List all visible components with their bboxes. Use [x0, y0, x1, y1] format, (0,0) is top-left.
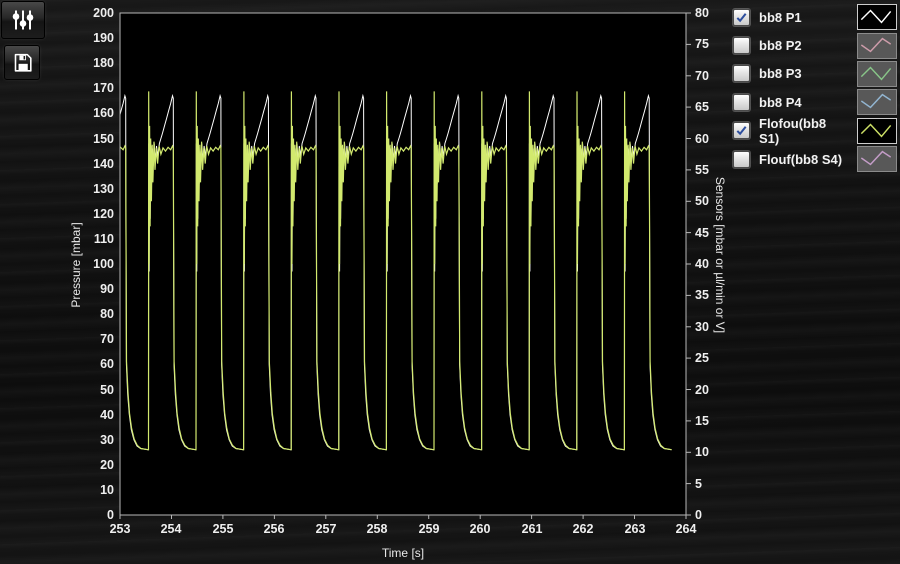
axis-tick-label: 80	[62, 306, 114, 322]
zigzag-line-icon	[858, 90, 894, 112]
x-axis-title: Time [s]	[382, 546, 424, 560]
axis-tick-label: 190	[62, 30, 114, 46]
axis-tick-label: 40	[695, 256, 709, 272]
axis-tick-label: 45	[695, 225, 709, 241]
axis-tick-label: 10	[695, 444, 709, 460]
checkmark-icon	[735, 124, 748, 137]
legend-item-bb8-p2[interactable]: bb8 P2	[727, 31, 899, 59]
line-style-preview[interactable]	[857, 118, 897, 144]
axis-tick-label: 60	[62, 356, 114, 372]
axis-tick-label: 50	[62, 382, 114, 398]
axis-tick-label: 80	[695, 5, 709, 21]
legend-item-bb8-p4[interactable]: bb8 P4	[727, 88, 899, 116]
legend-label: bb8 P4	[759, 95, 848, 110]
axis-tick-label: 150	[62, 131, 114, 147]
axis-tick-label: 260	[460, 521, 500, 537]
axis-tick-label: 5	[695, 476, 702, 492]
axis-tick-label: 262	[563, 521, 603, 537]
line-style-preview[interactable]	[857, 89, 897, 115]
axis-tick-label: 254	[151, 521, 191, 537]
axis-tick-label: 130	[62, 181, 114, 197]
axis-tick-label: 170	[62, 80, 114, 96]
axis-tick-label: 40	[62, 407, 114, 423]
axis-tick-label: 253	[100, 521, 140, 537]
legend-item-flofou-bb8-s1[interactable]: Flofou(bb8 S1)	[727, 117, 899, 145]
legend-item-flouf-bb8-s4[interactable]: Flouf(bb8 S4)	[727, 145, 899, 173]
checked-checkbox[interactable]	[733, 9, 750, 26]
zigzag-line-icon	[858, 147, 894, 169]
axis-tick-label: 140	[62, 156, 114, 172]
axis-tick-label: 50	[695, 193, 709, 209]
axis-tick-label: 20	[695, 382, 709, 398]
unchecked-checkbox[interactable]	[733, 151, 750, 168]
axis-tick-label: 160	[62, 105, 114, 121]
legend-label: Flouf(bb8 S4)	[759, 152, 848, 167]
axis-tick-label: 180	[62, 55, 114, 71]
axis-tick-label: 259	[409, 521, 449, 537]
legend-label: bb8 P1	[759, 10, 848, 25]
line-style-preview[interactable]	[857, 146, 897, 172]
unchecked-checkbox[interactable]	[733, 65, 750, 82]
zigzag-line-icon	[858, 5, 894, 27]
axis-tick-label: 60	[695, 131, 709, 147]
legend-label: bb8 P2	[759, 38, 848, 53]
axis-tick-label: 264	[666, 521, 706, 537]
zigzag-line-icon	[858, 119, 894, 141]
legend-item-bb8-p1[interactable]: bb8 P1	[727, 3, 899, 31]
axis-tick-label: 30	[62, 432, 114, 448]
axis-tick-label: 55	[695, 162, 709, 178]
unchecked-checkbox[interactable]	[733, 94, 750, 111]
axis-tick-label: 261	[512, 521, 552, 537]
axis-tick-label: 75	[695, 36, 709, 52]
axis-tick-label: 256	[254, 521, 294, 537]
axis-tick-label: 200	[62, 5, 114, 21]
axis-tick-label: 258	[357, 521, 397, 537]
axis-tick-label: 70	[62, 331, 114, 347]
checkmark-icon	[735, 11, 748, 24]
axis-tick-label: 15	[695, 413, 709, 429]
line-style-preview[interactable]	[857, 4, 897, 30]
axis-tick-label: 120	[62, 206, 114, 222]
app-window: 0102030405060708090100110120130140150160…	[0, 0, 900, 564]
axis-tick-label: 20	[62, 457, 114, 473]
axis-tick-label: 70	[695, 68, 709, 84]
legend-label: bb8 P3	[759, 66, 848, 81]
axis-tick-label: 255	[203, 521, 243, 537]
zigzag-line-icon	[858, 62, 894, 84]
legend: bb8 P1 bb8 P2 bb8 P3 bb8 P4 Flofou(bb8 S1) Fl…	[727, 3, 899, 173]
axis-tick-label: 35	[695, 287, 709, 303]
unchecked-checkbox[interactable]	[733, 37, 750, 54]
left-axis-title: Pressure [mbar]	[69, 222, 83, 307]
axis-tick-label: 263	[615, 521, 655, 537]
line-style-preview[interactable]	[857, 33, 897, 59]
axis-tick-label: 25	[695, 350, 709, 366]
right-axis-title: Sensors [mbar or µl/min or V]	[713, 177, 727, 333]
zigzag-line-icon	[858, 34, 894, 56]
axis-tick-label: 30	[695, 319, 709, 335]
legend-label: Flofou(bb8 S1)	[759, 116, 848, 146]
checked-checkbox[interactable]	[733, 122, 750, 139]
axis-tick-label: 257	[306, 521, 346, 537]
line-style-preview[interactable]	[857, 61, 897, 87]
axis-tick-label: 65	[695, 99, 709, 115]
axis-tick-label: 10	[62, 482, 114, 498]
legend-item-bb8-p3[interactable]: bb8 P3	[727, 60, 899, 88]
